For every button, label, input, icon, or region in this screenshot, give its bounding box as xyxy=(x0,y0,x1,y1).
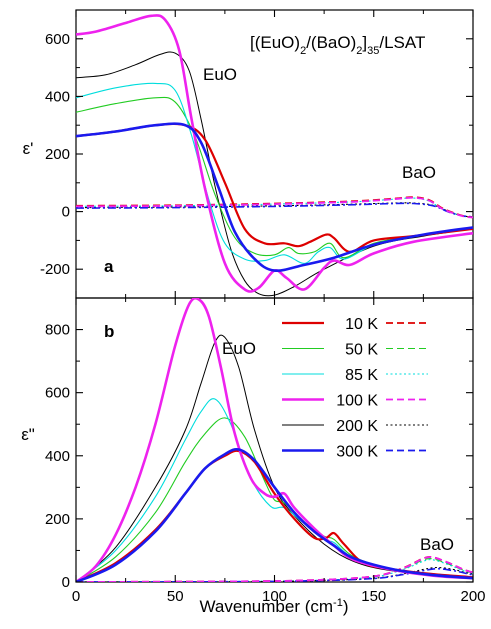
legend: 10 K 50 K 85 K 100 K 200 K 300 K xyxy=(282,316,428,461)
panel-b-y-axis-label: ε" xyxy=(21,425,35,444)
series-line-euo-50k xyxy=(76,417,473,582)
panel-b-letter: b xyxy=(104,322,114,341)
panel-b-ticks: 0 200 400 600 800 0 50 100 150 200 xyxy=(45,298,486,605)
panel-b-imaginary-permittivity: 0 200 400 600 800 0 50 100 150 200 ε" Wavenumber … xyxy=(21,297,486,616)
panel-a-curves xyxy=(76,14,473,297)
legend-entry-85k: 85 K xyxy=(282,367,428,384)
y-tick-label: 200 xyxy=(45,146,70,163)
panel-a-euo-label: EuO xyxy=(203,65,237,84)
panel-a-y-axis-label: ε' xyxy=(23,139,34,158)
series-line-euo-50k xyxy=(76,96,473,259)
y-tick-label: -200 xyxy=(40,261,70,278)
series-line-euo-300k xyxy=(76,122,473,273)
series-line-euo-100k xyxy=(76,298,473,582)
series-line-euo-10k xyxy=(76,449,473,582)
panel-a-letter: a xyxy=(104,257,114,276)
panel-a-real-permittivity: -200 0 200 400 600 ε' [(EuO)2/(BaO)2]35/LSAT… xyxy=(23,9,474,299)
x-tick-label: 150 xyxy=(361,588,386,605)
y-tick-label: 800 xyxy=(45,322,70,339)
y-tick-label: 600 xyxy=(45,31,70,48)
legend-label: 85 K xyxy=(345,367,378,384)
y-tick-label: 400 xyxy=(45,88,70,105)
legend-label: 50 K xyxy=(345,342,378,359)
legend-entry-100k: 100 K xyxy=(282,393,428,410)
y-tick-label: 200 xyxy=(45,511,70,528)
legend-label: 10 K xyxy=(345,316,378,333)
panel-b-curves xyxy=(76,298,473,582)
legend-entry-300k: 300 K xyxy=(282,444,428,461)
panel-b-euo-label: EuO xyxy=(222,339,256,358)
series-line-euo-200k xyxy=(76,334,473,582)
series-line-bao-100k xyxy=(76,196,473,219)
panel-b-bao-label: BaO xyxy=(420,535,454,554)
y-tick-label: 600 xyxy=(45,385,70,402)
series-line-euo-200k xyxy=(76,51,473,297)
series-line-bao-300k xyxy=(76,202,473,218)
panel-a-bao-label: BaO xyxy=(402,163,436,182)
legend-entry-50k: 50 K xyxy=(282,342,428,359)
x-tick-label: 200 xyxy=(460,588,485,605)
legend-label: 100 K xyxy=(336,393,378,410)
legend-entry-10k: 10 K xyxy=(282,316,428,333)
x-axis-label: Wavenumber (cm-1) xyxy=(200,597,349,616)
y-tick-label: 0 xyxy=(62,204,70,221)
series-line-euo-85k xyxy=(76,82,473,264)
series-line-bao-100k xyxy=(76,556,473,582)
y-tick-label: 400 xyxy=(45,448,70,465)
series-line-euo-100k xyxy=(76,14,473,293)
x-tick-label: 100 xyxy=(262,588,287,605)
panel-b-frame xyxy=(75,297,474,583)
legend-label: 200 K xyxy=(336,418,378,435)
series-line-euo-300k xyxy=(76,447,473,582)
y-tick-label: 0 xyxy=(62,574,70,591)
legend-entry-200k: 200 K xyxy=(282,418,428,435)
panel-a-title: [(EuO)2/(BaO)2]35/LSAT xyxy=(250,33,425,57)
legend-label: 300 K xyxy=(336,444,378,461)
x-tick-label: 50 xyxy=(167,588,184,605)
panel-a-ticks: -200 0 200 400 600 xyxy=(40,10,474,298)
series-line-euo-10k xyxy=(76,122,473,253)
x-tick-label: 0 xyxy=(72,588,80,605)
